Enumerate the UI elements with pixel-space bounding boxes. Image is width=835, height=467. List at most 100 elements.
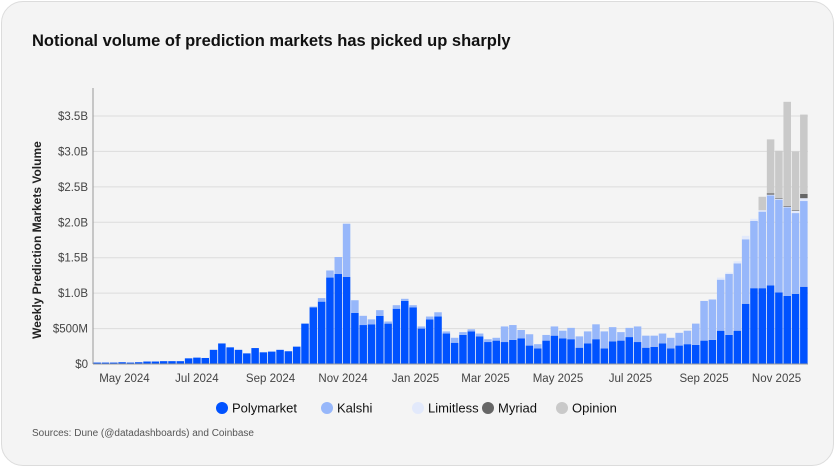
bar-kalshi [716,279,725,331]
bar-kalshi [376,310,384,316]
y-tick-label: $3.0B [58,146,88,158]
y-tick-label: $0 [75,359,88,371]
bar-polymarket [317,301,326,364]
bar-kalshi [575,336,584,348]
bar-polymarket [583,343,592,364]
bar-polymarket [218,343,226,364]
y-axis-label: Weekly Prediction Markets Volume [30,141,44,339]
bar-polymarket [575,347,584,364]
bar-polymarket [251,348,259,364]
x-tick-label: Sep 2025 [679,373,728,385]
bar-polymarket [292,346,301,364]
bar-polymarket [750,288,758,364]
bar-polymarket [409,307,417,364]
bar-kalshi [542,334,550,341]
x-tick-label: Jan 2025 [392,373,439,385]
bar-polymarket [417,328,426,364]
legend-item-myriad: Myriad [482,401,537,416]
bar-polymarket [708,339,717,364]
bar-kalshi [725,274,733,335]
x-tick-label: Sep 2024 [246,373,296,385]
bar-polymarket [284,351,293,364]
bar-polymarket [700,340,708,364]
bar-limitless [716,277,725,280]
bar-kalshi [484,339,492,343]
bar-polymarket [467,331,476,364]
bar-polymarket [134,362,143,364]
bar-limitless [800,198,808,202]
bar-kalshi [708,299,717,340]
bar-polymarket [492,340,500,364]
bar-kalshi [700,300,708,341]
bar-kalshi [475,333,484,337]
x-tick-label: May 2024 [99,373,150,385]
x-tick-label: Jul 2025 [609,373,652,385]
bar-polymarket [234,349,243,364]
bar-polymarket [367,324,376,364]
bar-kalshi [492,337,500,341]
bar-polymarket [276,349,284,364]
bar-myriad [766,193,775,195]
bar-kalshi [367,319,376,325]
bar-kalshi [633,326,642,343]
bar-polymarket [209,349,218,364]
legend-item-opinion: Opinion [556,401,617,416]
bar-kalshi [550,326,559,336]
x-tick-label: May 2025 [533,373,584,385]
bar-opinion [783,101,791,206]
bar-kalshi [434,312,442,317]
bar-opinion [800,114,808,194]
bar-kalshi [425,316,434,320]
y-tick-label: $3.5B [58,111,88,123]
bar-kalshi [775,199,783,293]
bar-kalshi [683,330,692,345]
bar-polymarket [459,334,467,364]
bar-polymarket [401,300,409,364]
bar-polymarket [500,342,509,364]
bar-polymarket [342,276,351,364]
y-tick-label: $1.5B [58,253,88,265]
x-tick-label: Mar 2025 [461,373,510,385]
bar-kalshi [750,220,758,289]
bar-polymarket [168,361,176,364]
source-note: Sources: Dune (@datadashboards) and Coin… [32,428,254,439]
bar-polymarket [725,334,733,364]
bar-polymarket [110,362,118,364]
bar-polymarket [800,286,808,364]
bar-kalshi [334,257,343,275]
bar-polymarket [550,335,559,364]
legend-label: Polymarket [232,401,297,416]
bar-kalshi [766,195,775,286]
bar-polymarket [201,357,209,364]
bar-limitless [783,206,791,208]
x-tick-label: Nov 2025 [752,373,801,385]
bar-polymarket [600,348,609,364]
y-tick-label: $2.5B [58,182,88,194]
bar-polymarket [642,347,650,364]
bar-polymarket [392,308,401,364]
bar-limitless [741,235,750,240]
y-tick-label: $2.0B [58,217,88,229]
x-tick-label: Nov 2024 [318,373,368,385]
bar-kalshi [791,213,800,294]
bar-kalshi [667,337,675,349]
bar-kalshi [800,201,808,287]
bar-kalshi [525,334,534,346]
bar-polymarket [359,325,367,364]
bar-polymarket [525,345,534,364]
y-tick-label: $1.0B [58,288,88,300]
bar-polymarket [376,315,384,364]
bar-polymarket [775,292,783,364]
bar-polymarket [766,285,775,364]
bar-opinion [766,139,775,194]
bar-kalshi [741,239,750,304]
bar-polymarket [384,323,392,364]
bar-polymarket [101,362,110,364]
bar-polymarket [143,361,151,364]
bar-polymarket [650,346,658,364]
bar-polymarket [683,344,692,364]
bar-polymarket [758,288,767,364]
bar-polymarket [783,295,791,364]
